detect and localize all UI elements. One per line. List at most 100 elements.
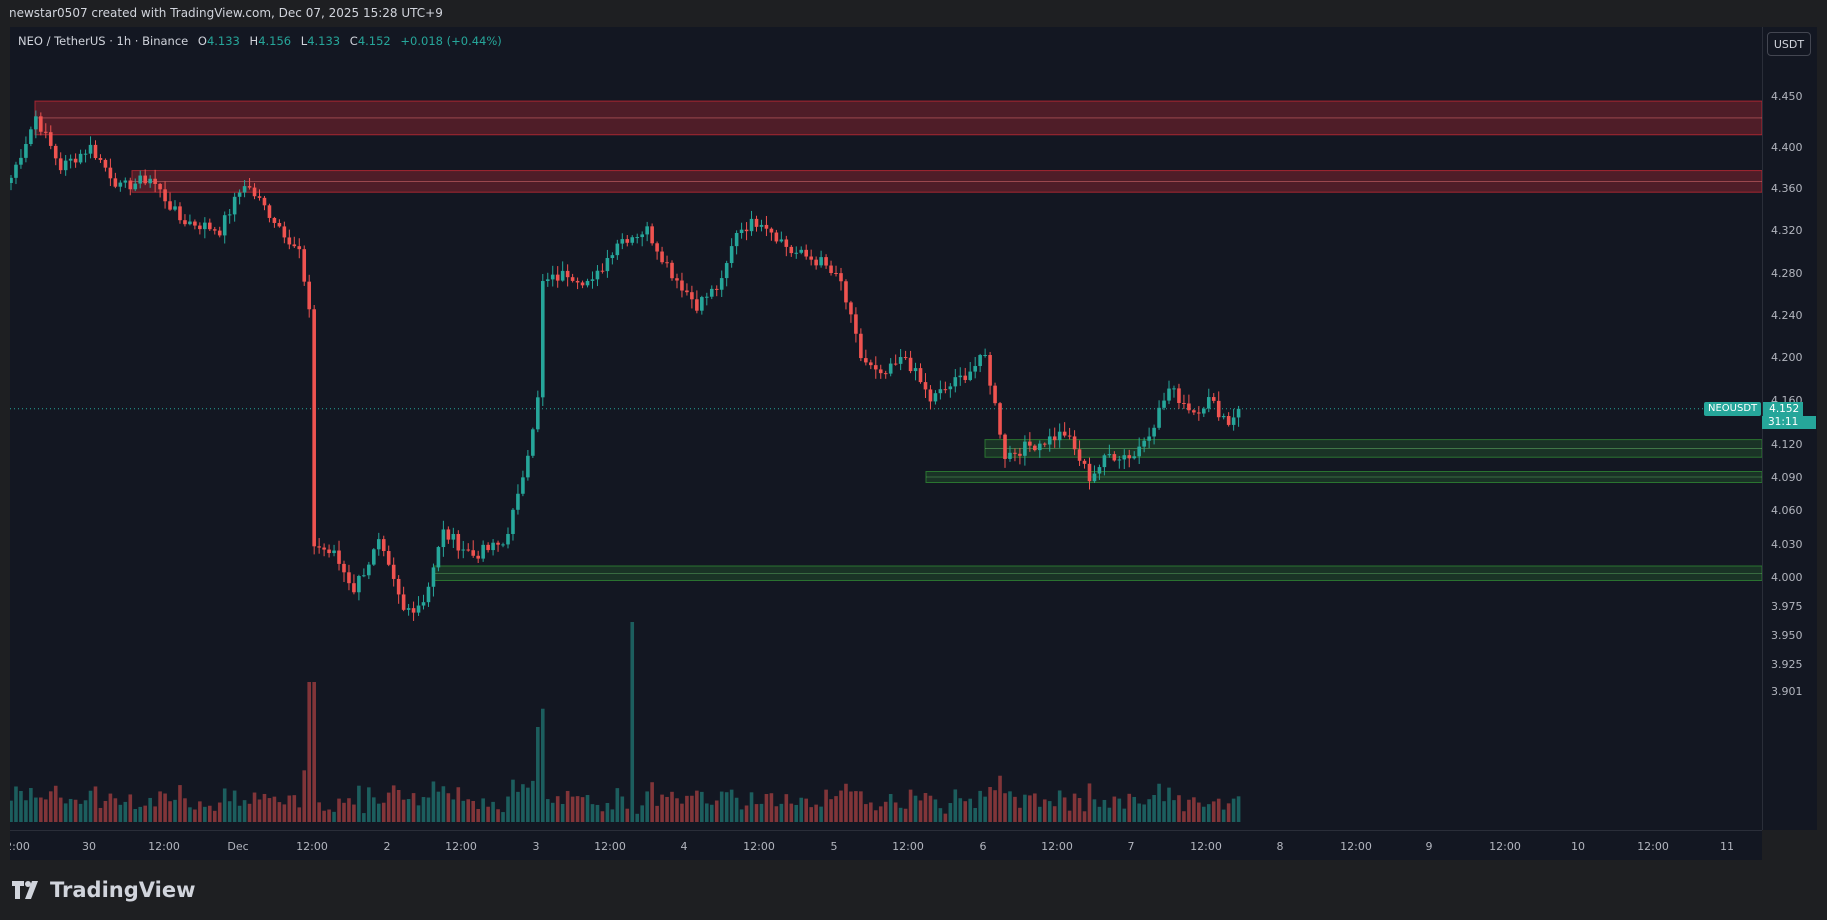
currency-button[interactable]: USDT (1767, 32, 1811, 56)
candle-body[interactable] (1102, 455, 1107, 468)
candle-body[interactable] (1202, 408, 1206, 414)
candle-body[interactable] (610, 255, 615, 259)
candle-body[interactable] (531, 429, 535, 456)
candle-body[interactable] (933, 393, 938, 402)
candle-body[interactable] (1028, 441, 1032, 446)
candle-body[interactable] (1033, 445, 1037, 451)
candle-body[interactable] (993, 385, 997, 404)
candle-body[interactable] (804, 249, 808, 257)
candle-body[interactable] (1152, 427, 1156, 437)
candle-body[interactable] (595, 270, 600, 280)
candle-body[interactable] (893, 363, 898, 365)
candle-body[interactable] (859, 333, 863, 359)
candle-body[interactable] (1018, 453, 1022, 456)
candle-body[interactable] (983, 354, 987, 356)
candle-body[interactable] (948, 386, 953, 390)
candle-body[interactable] (764, 224, 769, 229)
candle-body[interactable] (749, 218, 754, 232)
candle-body[interactable] (1008, 452, 1012, 459)
candle-body[interactable] (208, 222, 212, 230)
candle-body[interactable] (257, 196, 262, 198)
candle-body[interactable] (834, 273, 838, 275)
candle-body[interactable] (560, 270, 565, 281)
candle-body[interactable] (516, 493, 520, 510)
candle-body[interactable] (1087, 463, 1092, 482)
candle-body[interactable] (1177, 388, 1181, 404)
candle-body[interactable] (1172, 388, 1176, 390)
candle-body[interactable] (1221, 416, 1226, 418)
candle-body[interactable] (292, 244, 297, 247)
candle-body[interactable] (411, 608, 416, 613)
candle-body[interactable] (302, 249, 307, 282)
candle-body[interactable] (29, 129, 33, 145)
candle-body[interactable] (963, 375, 968, 380)
candle-body[interactable] (769, 228, 774, 233)
candle-body[interactable] (431, 567, 436, 587)
candle-body[interactable] (744, 229, 749, 232)
candle-body[interactable] (123, 180, 128, 183)
candle-body[interactable] (1023, 441, 1027, 456)
candle-body[interactable] (526, 455, 530, 478)
candle-body[interactable] (381, 539, 386, 552)
candle-body[interactable] (555, 274, 560, 281)
candle-body[interactable] (680, 280, 684, 291)
candle-body[interactable] (83, 153, 88, 155)
candle-body[interactable] (734, 232, 739, 247)
candle-body[interactable] (873, 365, 878, 370)
candle-body[interactable] (501, 544, 505, 546)
candle-body[interactable] (252, 187, 257, 197)
candle-body[interactable] (466, 549, 471, 551)
candle-body[interactable] (605, 258, 610, 272)
candle-body[interactable] (357, 575, 361, 593)
candle-body[interactable] (575, 280, 580, 283)
candle-body[interactable] (416, 605, 421, 613)
candle-body[interactable] (10, 177, 13, 183)
candle-body[interactable] (854, 314, 858, 334)
candle-body[interactable] (103, 159, 108, 168)
candle-body[interactable] (973, 366, 977, 372)
candle-body[interactable] (839, 273, 843, 282)
candle-body[interactable] (1192, 410, 1196, 413)
candle-body[interactable] (193, 221, 197, 226)
candle-body[interactable] (1117, 459, 1122, 461)
candle-body[interactable] (476, 555, 480, 559)
candle-body[interactable] (88, 144, 93, 154)
candle-body[interactable] (401, 594, 406, 610)
candle-body[interactable] (754, 218, 759, 227)
candle-body[interactable] (1197, 412, 1201, 414)
candle-body[interactable] (58, 158, 63, 171)
candle-body[interactable] (108, 167, 113, 179)
candle-body[interactable] (640, 234, 644, 238)
candle-body[interactable] (267, 205, 272, 218)
candle-body[interactable] (451, 534, 456, 540)
candle-body[interactable] (337, 550, 341, 564)
candle-body[interactable] (1211, 397, 1216, 401)
candle-body[interactable] (1047, 436, 1052, 445)
candle-body[interactable] (1052, 436, 1057, 441)
candle-body[interactable] (968, 371, 973, 380)
candle-body[interactable] (943, 389, 948, 391)
candle-body[interactable] (367, 564, 371, 576)
candle-body[interactable] (1137, 446, 1141, 457)
candle-body[interactable] (724, 263, 729, 279)
candle-body[interactable] (1187, 403, 1191, 411)
candle-body[interactable] (1216, 400, 1221, 418)
candle-body[interactable] (739, 229, 744, 233)
candle-body[interactable] (809, 256, 813, 260)
candle-body[interactable] (565, 270, 570, 278)
candle-body[interactable] (173, 206, 177, 210)
candle-body[interactable] (869, 362, 873, 366)
candle-body[interactable] (386, 551, 391, 565)
candle-body[interactable] (486, 544, 490, 551)
candle-body[interactable] (1231, 417, 1236, 425)
candle-body[interactable] (864, 358, 868, 363)
candle-body[interactable] (183, 220, 187, 225)
candle-body[interactable] (307, 281, 311, 310)
candle-body[interactable] (158, 183, 162, 190)
candle-body[interactable] (685, 290, 689, 293)
candle-body[interactable] (327, 549, 331, 554)
candle-body[interactable] (203, 222, 207, 230)
candle-body[interactable] (282, 226, 287, 238)
candle-body[interactable] (630, 237, 635, 243)
candle-body[interactable] (446, 529, 451, 540)
